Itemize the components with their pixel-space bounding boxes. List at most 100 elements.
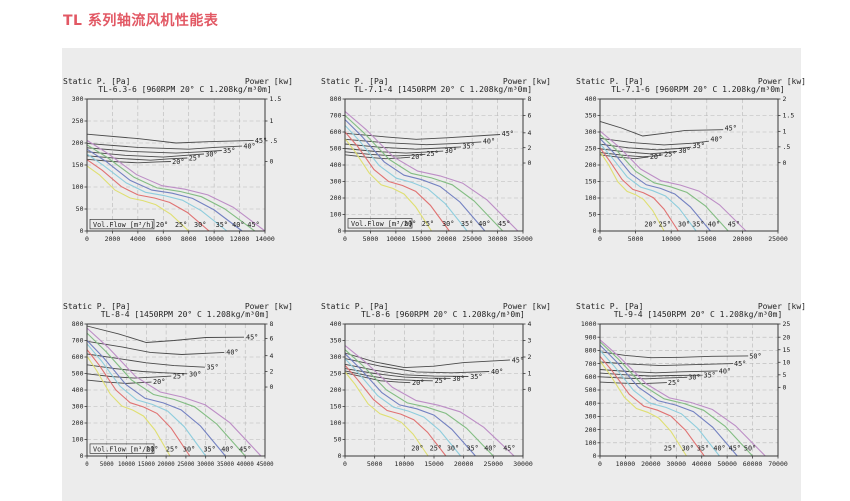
- pressure-angle-label: 35°: [216, 221, 228, 229]
- power-curve-30°: [344, 368, 451, 379]
- y-tick-label: 700: [585, 360, 597, 368]
- x-tick-label: 15000: [424, 460, 444, 468]
- pressure-curve-30°: [344, 358, 462, 457]
- pressure-angle-label: 20°: [411, 445, 423, 453]
- pressure-curve-20°: [86, 355, 171, 457]
- chart-header: Static P. [Pa] Power [kw]: [63, 303, 293, 311]
- x-tick-label: 45000: [256, 462, 274, 468]
- pressure-angle-label: 35°: [466, 445, 478, 453]
- power-angle-label: 30°: [205, 150, 217, 158]
- x-tick-label: 10000: [395, 460, 415, 468]
- power-curve-20°: [599, 154, 649, 160]
- pressure-angle-label: 35°: [461, 220, 473, 228]
- pressure-angle-label: 30°: [442, 220, 454, 228]
- pressure-angle-label: 45°: [498, 220, 510, 228]
- y-tick-label: 300: [72, 403, 84, 411]
- y-tick-label: 0: [338, 452, 342, 460]
- power-angle-label: 30°: [452, 375, 464, 383]
- x-tick-label: 25000: [177, 462, 195, 468]
- power-curve-40°: [86, 340, 225, 355]
- pressure-curve-40°: [599, 344, 738, 457]
- y-tick-label: 0: [593, 452, 597, 460]
- x-tick-label: 70000: [768, 460, 788, 468]
- y-axis-label-left: Static P. [Pa]: [576, 77, 644, 86]
- pressure-angle-label: 35°: [697, 445, 709, 453]
- power-angle-label: 35°: [223, 147, 235, 155]
- chart-title: TL-8-4 [1450RPM 20° C 1.208kg/m³0m]: [100, 310, 270, 319]
- pressure-angle-label: 25°: [166, 445, 178, 453]
- pressure-curve-30°: [344, 125, 468, 232]
- x-tick-label: 30000: [666, 460, 686, 468]
- x-tick-label: 25000: [462, 235, 482, 243]
- y2-tick-label: .5: [270, 137, 278, 145]
- y-tick-label: 1000: [581, 320, 597, 328]
- y2-tick-label: .5: [783, 143, 791, 151]
- chart-tl-6-3-6: Static P. [Pa] Power [kw] TL-6.3-6 [960R…: [63, 78, 293, 244]
- y-tick-label: 100: [72, 183, 84, 191]
- power-angle-label: 45°: [502, 130, 514, 138]
- pressure-angle-label: 40°: [484, 445, 496, 453]
- x-tick-label: 20000: [158, 462, 176, 468]
- y-tick-label: 500: [585, 386, 597, 394]
- pressure-curve-20°: [599, 151, 665, 232]
- pressure-angle-label: 25°: [175, 221, 187, 229]
- y2-tick-label: 1: [270, 117, 274, 125]
- power-curve-45°: [86, 325, 245, 343]
- power-curve-30°: [344, 148, 444, 154]
- power-curve-25°: [344, 370, 433, 382]
- x-axis-label: Vol.Flow [m³/h]: [351, 220, 412, 228]
- power-curve-25°: [599, 381, 667, 385]
- x-tick-label: 0: [85, 235, 89, 243]
- power-angle-label: 25°: [426, 150, 438, 158]
- x-tick-label: 10000: [386, 235, 406, 243]
- y-tick-label: 50: [76, 205, 84, 213]
- power-angle-label: 25°: [664, 150, 676, 158]
- y-tick-label: 600: [330, 128, 342, 136]
- pressure-angle-label: 30°: [682, 445, 694, 453]
- x-tick-label: 6000: [155, 235, 171, 243]
- y-tick-label: 100: [330, 419, 342, 427]
- power-curve-40°: [86, 142, 243, 150]
- y-tick-label: 500: [72, 370, 84, 378]
- y-tick-label: 250: [330, 370, 342, 378]
- y-tick-label: 100: [585, 194, 597, 202]
- pressure-curve-20°: [344, 138, 432, 232]
- y-tick-label: 150: [330, 403, 342, 411]
- power-curve-45°: [344, 352, 510, 369]
- pressure-curve-30°: [599, 143, 697, 232]
- y-tick-label: 300: [330, 353, 342, 361]
- power-angle-label: 20°: [411, 153, 423, 161]
- x-tick-label: 0: [598, 235, 602, 243]
- page-title: TL 系列轴流风机性能表: [63, 13, 219, 29]
- pressure-angle-label: 35°: [203, 445, 215, 453]
- pressure-curve-35°: [344, 353, 476, 457]
- x-tick-label: 12000: [230, 235, 250, 243]
- power-curve-45°: [86, 133, 254, 144]
- power-angle-label: 45°: [734, 360, 746, 368]
- pressure-curve-45°: [599, 341, 754, 457]
- y-tick-label: 400: [585, 95, 597, 103]
- pressure-angle-label: 40°: [232, 221, 244, 229]
- y-axis-label-right: Power [kw]: [502, 302, 551, 311]
- y-axis-label-left: Static P. [Pa]: [321, 302, 389, 311]
- chart-title: TL-8-6 [960RPM 20° C 1.208kg/m³0m]: [361, 310, 525, 319]
- y-tick-label: 200: [72, 139, 84, 147]
- pressure-curve-45°: [599, 130, 747, 232]
- chart-title: TL-7.1-4 [1450RPM 20° C 1.208kg/m³0m]: [353, 85, 533, 94]
- pressure-angle-label: 40°: [713, 445, 725, 453]
- content-panel: [62, 48, 801, 501]
- y-axis-label-right: Power [kw]: [757, 302, 806, 311]
- x-tick-label: 50000: [717, 460, 737, 468]
- y2-tick-label: 1: [528, 370, 532, 378]
- power-angle-label: 20°: [650, 153, 662, 161]
- x-tick-label: 4000: [130, 235, 146, 243]
- pressure-curve-25°: [344, 131, 450, 232]
- chart-tl-7-1-4: Static P. [Pa] Power [kw] TL-7.1-4 [1450…: [321, 78, 551, 244]
- pressure-curve-35°: [86, 148, 243, 232]
- chart-canvas: 0 5000 10000 15000 20000 25000 30000 3500001002…: [330, 95, 533, 243]
- x-tick-label: 5000: [367, 460, 383, 468]
- y-tick-label: 0: [338, 227, 342, 235]
- power-angle-label: 40°: [491, 368, 503, 376]
- power-curve-30°: [86, 151, 205, 158]
- pressure-curve-40°: [86, 144, 256, 232]
